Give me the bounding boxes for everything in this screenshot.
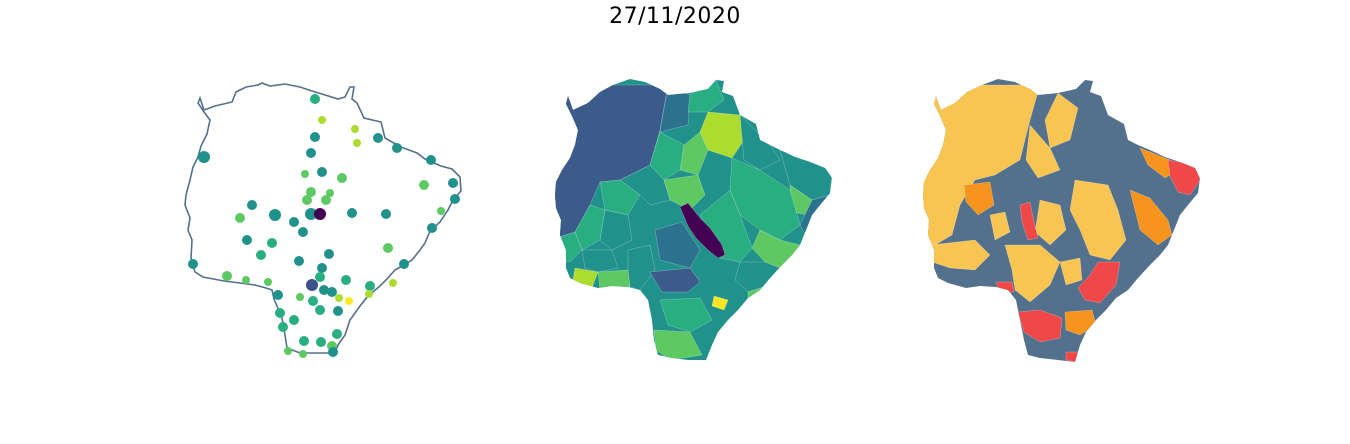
map-point <box>426 155 436 165</box>
map-point <box>289 217 299 227</box>
map-point <box>351 125 359 133</box>
region <box>679 131 709 176</box>
region <box>599 209 633 251</box>
map-point <box>264 278 272 286</box>
region-risk-red <box>1019 201 1039 241</box>
map-point <box>450 194 460 204</box>
map-point <box>235 213 245 223</box>
map-point <box>353 139 361 147</box>
page-title: 27/11/2020 <box>609 4 741 29</box>
map-point <box>299 350 307 358</box>
map-point <box>289 315 299 325</box>
map-point <box>337 173 347 183</box>
map-point <box>275 308 285 318</box>
map-point <box>333 306 343 316</box>
map-point <box>301 170 309 178</box>
map-point <box>247 200 257 210</box>
region <box>654 221 701 269</box>
map-point <box>188 259 198 269</box>
region-risk-orange <box>1129 189 1173 246</box>
region <box>659 297 713 333</box>
region <box>699 189 753 263</box>
map-point <box>294 256 304 266</box>
region-risk-yellow <box>989 211 1011 241</box>
map-point <box>341 275 351 285</box>
map-point <box>314 208 326 220</box>
map-point <box>198 151 210 163</box>
map-point <box>328 347 338 357</box>
map-point <box>327 287 337 297</box>
region-risk-yellow <box>1025 124 1061 179</box>
map-point <box>335 294 343 302</box>
region-dark-central <box>679 202 726 259</box>
map-point <box>318 116 326 124</box>
map-point <box>448 178 458 188</box>
region <box>649 267 701 293</box>
map-point <box>302 195 312 205</box>
map-point <box>310 94 320 104</box>
map-point <box>427 223 437 233</box>
region <box>649 131 685 181</box>
map-point <box>222 271 232 281</box>
map-point <box>389 279 397 287</box>
map-point <box>345 297 353 305</box>
region <box>627 244 656 291</box>
map-point <box>315 272 325 282</box>
map-point <box>273 290 283 300</box>
region-risk-yellow <box>1069 179 1127 261</box>
map-point <box>242 235 252 245</box>
map-point <box>310 132 320 142</box>
map-point <box>332 329 342 339</box>
map-point <box>347 208 357 218</box>
map-point <box>324 249 334 259</box>
map-point <box>306 187 316 197</box>
region <box>581 249 619 273</box>
map-point <box>365 290 373 298</box>
region-risk-red <box>1017 309 1063 343</box>
region <box>663 174 706 211</box>
map-point <box>383 243 393 253</box>
map-point <box>326 189 334 197</box>
region-risk-yellow <box>1044 92 1079 149</box>
map-point <box>437 207 445 215</box>
region-risk-red <box>1065 351 1079 362</box>
region-risk-red <box>1077 261 1121 304</box>
map-point <box>317 263 327 273</box>
region <box>711 295 729 311</box>
map-point <box>278 322 288 332</box>
map-point <box>267 238 277 248</box>
map-point <box>284 347 292 355</box>
region-risk-yellow <box>1059 257 1083 286</box>
map-point <box>315 305 325 315</box>
map-point <box>306 279 318 291</box>
map-point <box>242 276 250 284</box>
map-point <box>316 337 326 347</box>
map-point <box>381 209 391 219</box>
map-point <box>319 285 329 295</box>
map-point <box>296 293 304 301</box>
region-risk-orange <box>1064 309 1097 336</box>
region-risk-red <box>995 281 1015 293</box>
map-point <box>269 209 281 221</box>
map-point <box>298 227 308 237</box>
map-point <box>306 148 316 158</box>
map-point <box>399 259 409 269</box>
map-point <box>299 336 309 346</box>
map-point <box>305 208 317 220</box>
map-point <box>317 167 327 177</box>
map-point <box>256 250 266 260</box>
map-point <box>392 143 402 153</box>
map-point <box>419 180 429 190</box>
region-risk-orange <box>963 181 995 216</box>
map-point <box>308 296 318 306</box>
map-point <box>365 281 375 291</box>
region-risk-yellow <box>1034 199 1067 246</box>
map-point <box>321 195 331 205</box>
region <box>599 179 641 216</box>
region-risk-yellow <box>1004 244 1061 303</box>
map-point <box>373 133 383 143</box>
